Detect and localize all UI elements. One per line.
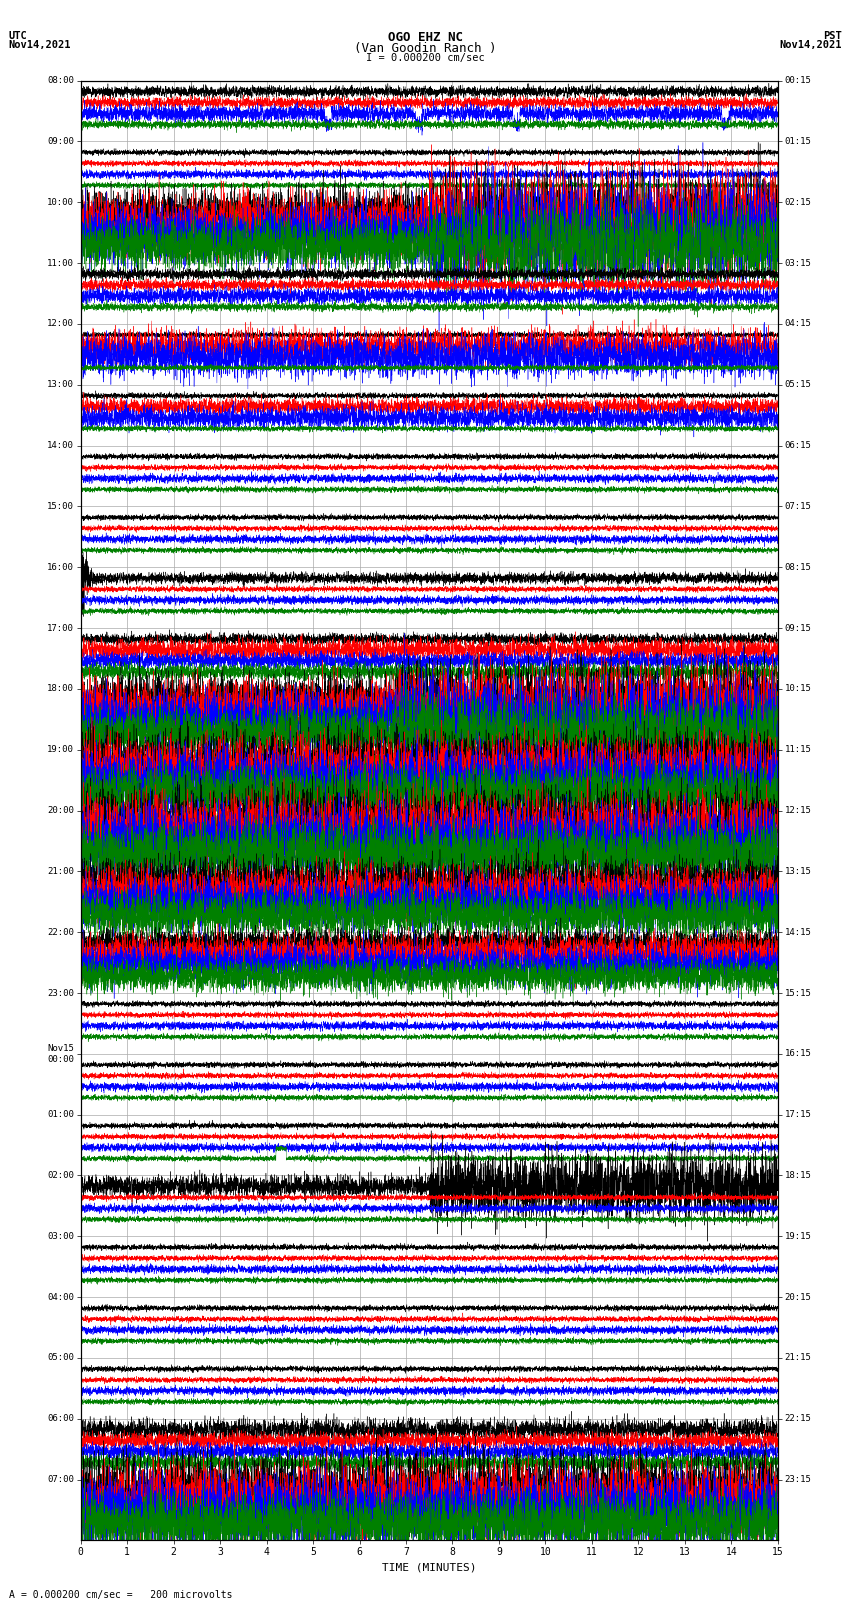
Text: Nov14,2021: Nov14,2021 [8, 40, 71, 50]
Text: OGO EHZ NC: OGO EHZ NC [388, 31, 462, 44]
Text: I = 0.000200 cm/sec: I = 0.000200 cm/sec [366, 53, 484, 63]
Text: A: A [8, 1590, 14, 1600]
Text: = 0.000200 cm/sec =   200 microvolts: = 0.000200 cm/sec = 200 microvolts [21, 1590, 233, 1600]
X-axis label: TIME (MINUTES): TIME (MINUTES) [382, 1563, 477, 1573]
Text: PST: PST [823, 31, 842, 40]
Text: UTC: UTC [8, 31, 27, 40]
Text: (Van Goodin Ranch ): (Van Goodin Ranch ) [354, 42, 496, 55]
Text: Nov14,2021: Nov14,2021 [779, 40, 842, 50]
